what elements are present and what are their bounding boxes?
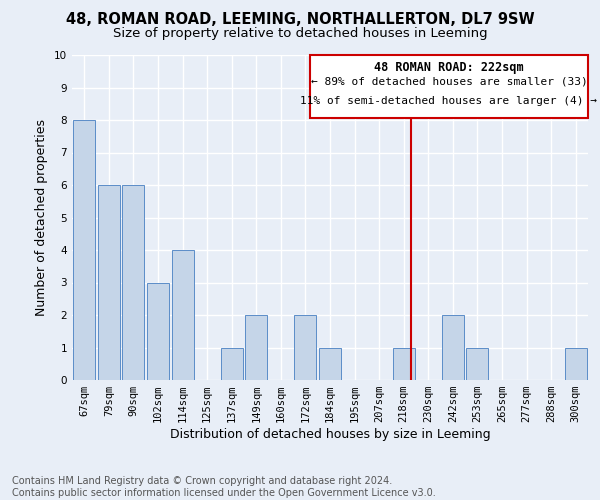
Bar [245,315,268,380]
Bar [98,185,120,380]
Bar [147,282,169,380]
Bar [392,348,415,380]
Bar [565,348,587,380]
Text: 11% of semi-detached houses are larger (4) →: 11% of semi-detached houses are larger (… [301,96,598,106]
Bar [466,348,488,380]
Y-axis label: Number of detached properties: Number of detached properties [35,119,49,316]
FancyBboxPatch shape [310,55,587,118]
Bar [122,185,145,380]
Bar [221,348,243,380]
Text: Size of property relative to detached houses in Leeming: Size of property relative to detached ho… [113,28,487,40]
Text: 48 ROMAN ROAD: 222sqm: 48 ROMAN ROAD: 222sqm [374,61,524,74]
Bar [73,120,95,380]
Text: ← 89% of detached houses are smaller (33): ← 89% of detached houses are smaller (33… [311,76,587,86]
X-axis label: Distribution of detached houses by size in Leeming: Distribution of detached houses by size … [170,428,490,441]
Bar [172,250,194,380]
Bar [295,315,316,380]
Bar [319,348,341,380]
Text: Contains HM Land Registry data © Crown copyright and database right 2024.
Contai: Contains HM Land Registry data © Crown c… [12,476,436,498]
Text: 48, ROMAN ROAD, LEEMING, NORTHALLERTON, DL7 9SW: 48, ROMAN ROAD, LEEMING, NORTHALLERTON, … [65,12,535,28]
Bar [442,315,464,380]
